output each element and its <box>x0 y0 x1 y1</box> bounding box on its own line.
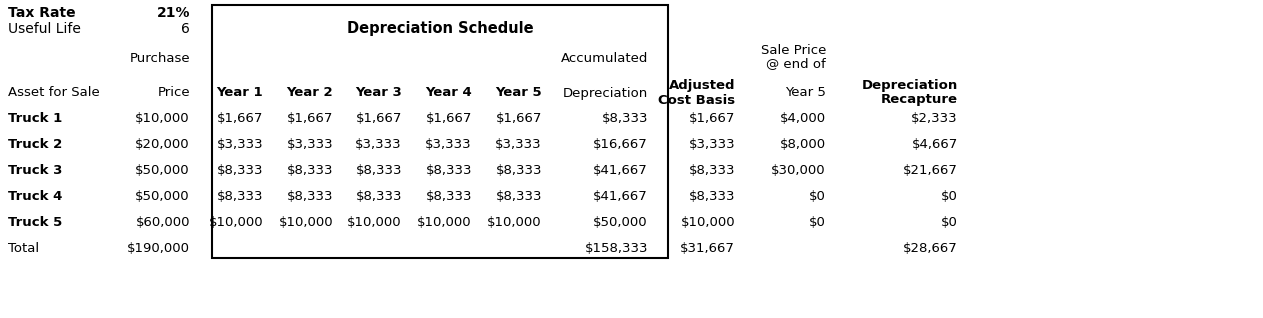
Text: Price: Price <box>158 86 189 100</box>
Text: $8,333: $8,333 <box>601 113 648 126</box>
Text: $8,333: $8,333 <box>688 164 735 177</box>
Text: $21,667: $21,667 <box>903 164 959 177</box>
Text: $8,333: $8,333 <box>355 164 402 177</box>
Text: $0: $0 <box>810 217 826 230</box>
Text: $16,667: $16,667 <box>594 139 648 151</box>
Text: Adjusted: Adjusted <box>668 80 735 93</box>
Text: $1,667: $1,667 <box>217 113 263 126</box>
Text: $31,667: $31,667 <box>679 243 735 255</box>
Text: $158,333: $158,333 <box>585 243 648 255</box>
Text: Truck 3: Truck 3 <box>8 164 62 177</box>
Text: $1,667: $1,667 <box>356 113 402 126</box>
Text: Cost Basis: Cost Basis <box>658 93 735 107</box>
Text: 6: 6 <box>181 22 189 36</box>
Text: $41,667: $41,667 <box>594 164 648 177</box>
Text: $10,000: $10,000 <box>208 217 263 230</box>
Text: $3,333: $3,333 <box>355 139 402 151</box>
Text: Depreciation: Depreciation <box>563 86 648 100</box>
Text: $4,000: $4,000 <box>779 113 826 126</box>
Text: Year 2: Year 2 <box>287 86 333 100</box>
Text: $8,333: $8,333 <box>287 164 333 177</box>
Text: $50,000: $50,000 <box>135 164 189 177</box>
Text: $8,333: $8,333 <box>495 164 542 177</box>
Text: $10,000: $10,000 <box>278 217 333 230</box>
Text: $1,667: $1,667 <box>287 113 333 126</box>
Text: $8,333: $8,333 <box>495 190 542 204</box>
Text: $3,333: $3,333 <box>688 139 735 151</box>
Text: $8,333: $8,333 <box>287 190 333 204</box>
Bar <box>212 5 668 258</box>
Text: Truck 1: Truck 1 <box>8 113 62 126</box>
Text: Asset for Sale: Asset for Sale <box>8 86 100 100</box>
Text: $3,333: $3,333 <box>216 139 263 151</box>
Text: Year 3: Year 3 <box>355 86 402 100</box>
Text: $10,000: $10,000 <box>681 217 735 230</box>
Text: Year 1: Year 1 <box>216 86 263 100</box>
Text: Depreciation: Depreciation <box>861 80 959 93</box>
Text: $10,000: $10,000 <box>417 217 472 230</box>
Text: $10,000: $10,000 <box>488 217 542 230</box>
Text: $28,667: $28,667 <box>903 243 959 255</box>
Text: $8,333: $8,333 <box>688 190 735 204</box>
Text: Sale Price: Sale Price <box>760 44 826 57</box>
Text: Year 5: Year 5 <box>786 86 826 100</box>
Text: $10,000: $10,000 <box>347 217 402 230</box>
Text: Recapture: Recapture <box>882 93 959 107</box>
Text: $30,000: $30,000 <box>772 164 826 177</box>
Text: $3,333: $3,333 <box>426 139 472 151</box>
Text: $8,000: $8,000 <box>779 139 826 151</box>
Text: $0: $0 <box>941 217 959 230</box>
Text: $1,667: $1,667 <box>426 113 472 126</box>
Text: Year 5: Year 5 <box>495 86 542 100</box>
Text: $1,667: $1,667 <box>495 113 542 126</box>
Text: $3,333: $3,333 <box>287 139 333 151</box>
Text: $10,000: $10,000 <box>135 113 189 126</box>
Text: $0: $0 <box>810 190 826 204</box>
Text: Useful Life: Useful Life <box>8 22 81 36</box>
Text: $8,333: $8,333 <box>216 164 263 177</box>
Text: $1,667: $1,667 <box>688 113 735 126</box>
Text: Depreciation Schedule: Depreciation Schedule <box>346 22 533 37</box>
Text: Accumulated: Accumulated <box>561 52 648 65</box>
Text: $20,000: $20,000 <box>135 139 189 151</box>
Text: $60,000: $60,000 <box>135 217 189 230</box>
Text: Total: Total <box>8 243 39 255</box>
Text: @ end of: @ end of <box>767 58 826 71</box>
Text: $50,000: $50,000 <box>135 190 189 204</box>
Text: $4,667: $4,667 <box>912 139 959 151</box>
Text: $0: $0 <box>941 190 959 204</box>
Text: 21%: 21% <box>157 6 189 20</box>
Text: Truck 5: Truck 5 <box>8 217 62 230</box>
Text: $8,333: $8,333 <box>426 190 472 204</box>
Text: Truck 4: Truck 4 <box>8 190 62 204</box>
Text: $8,333: $8,333 <box>216 190 263 204</box>
Text: $41,667: $41,667 <box>594 190 648 204</box>
Text: $2,333: $2,333 <box>912 113 959 126</box>
Text: $8,333: $8,333 <box>355 190 402 204</box>
Text: Purchase: Purchase <box>129 52 189 65</box>
Text: $190,000: $190,000 <box>128 243 189 255</box>
Text: $8,333: $8,333 <box>426 164 472 177</box>
Text: $3,333: $3,333 <box>495 139 542 151</box>
Text: Tax Rate: Tax Rate <box>8 6 76 20</box>
Text: Truck 2: Truck 2 <box>8 139 62 151</box>
Text: $50,000: $50,000 <box>594 217 648 230</box>
Text: Year 4: Year 4 <box>426 86 472 100</box>
